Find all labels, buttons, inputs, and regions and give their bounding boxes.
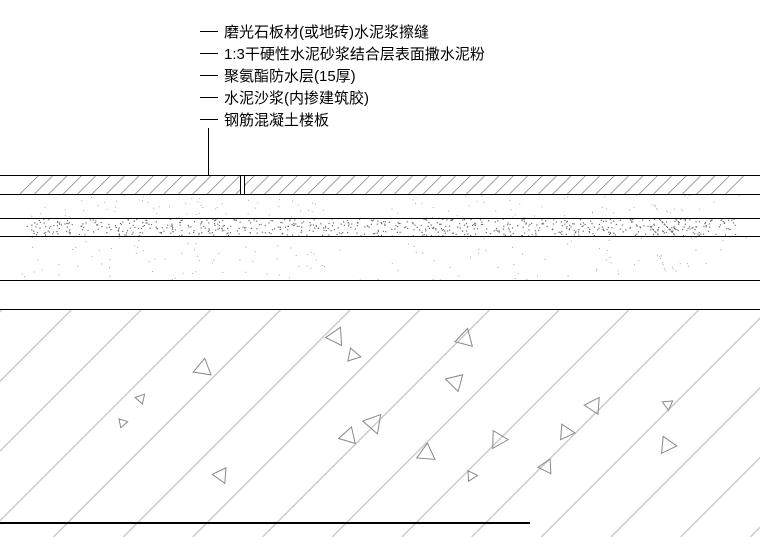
layer-gap <box>0 281 760 309</box>
dot-pattern <box>0 195 760 218</box>
label-block: 磨光石板材(或地砖)水泥浆擦缝 1:3干硬性水泥砂浆结合层表面撒水泥粉 聚氨酯防… <box>200 20 485 130</box>
concrete-pattern <box>0 310 760 537</box>
dot-pattern-dense <box>0 219 760 236</box>
label-tick <box>200 53 218 54</box>
label-text-3: 聚氨酯防水层(15厚) <box>224 65 356 86</box>
tile-joint <box>240 176 245 194</box>
concrete-bottom-edge <box>0 522 530 524</box>
label-row: 钢筋混凝土楼板 <box>200 108 485 130</box>
label-row: 水泥沙浆(内掺建筑胶) <box>200 86 485 108</box>
label-tick <box>200 97 218 98</box>
label-tick <box>200 119 218 120</box>
layer-mortar <box>0 195 760 219</box>
hatch-pattern <box>0 176 760 194</box>
layer-cement-sand <box>0 237 760 281</box>
label-text-2: 1:3干硬性水泥砂浆结合层表面撒水泥粉 <box>224 43 485 64</box>
label-text-4: 水泥沙浆(内掺建筑胶) <box>224 87 369 108</box>
label-tick <box>200 31 218 32</box>
label-row: 聚氨酯防水层(15厚) <box>200 64 485 86</box>
layer-tile <box>0 175 760 195</box>
layer-waterproof <box>0 219 760 237</box>
dot-pattern-sparse <box>0 237 760 280</box>
label-text-5: 钢筋混凝土楼板 <box>224 109 329 130</box>
layer-concrete-slab <box>0 309 760 537</box>
label-text-1: 磨光石板材(或地砖)水泥浆擦缝 <box>224 21 429 42</box>
label-row: 磨光石板材(或地砖)水泥浆擦缝 <box>200 20 485 42</box>
label-tick <box>200 75 218 76</box>
label-row: 1:3干硬性水泥砂浆结合层表面撒水泥粉 <box>200 42 485 64</box>
